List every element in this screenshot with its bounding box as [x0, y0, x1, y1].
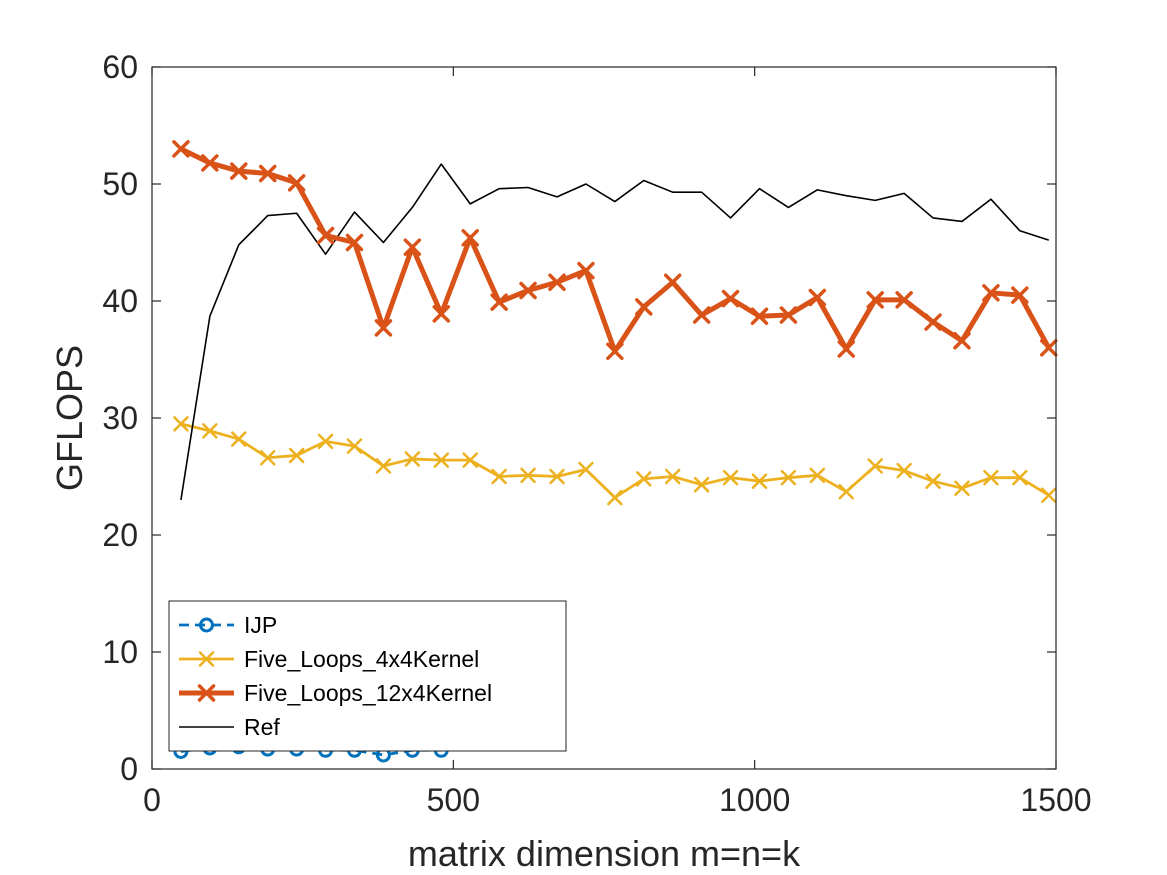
data-point	[346, 438, 363, 454]
data-point	[982, 284, 1000, 302]
data-point	[202, 423, 218, 439]
data-point	[693, 476, 710, 493]
data-point	[519, 281, 537, 300]
x-tick-label: 0	[143, 782, 161, 818]
data-point	[954, 480, 970, 496]
legend: IJP Five_Loops_4x4Kernel Five_Loops_12x4Ke…	[168, 600, 567, 752]
series-five-loops-12x4kernel	[172, 140, 1058, 361]
data-point	[721, 289, 740, 308]
data-point	[663, 273, 682, 292]
data-point	[548, 273, 566, 292]
y-tick-label: 20	[102, 517, 138, 553]
data-point	[1041, 487, 1057, 503]
data-point	[520, 467, 536, 484]
y-tick-label: 60	[102, 49, 138, 85]
data-point	[578, 461, 594, 478]
data-point	[925, 473, 941, 489]
data-point	[201, 154, 219, 172]
data-point	[866, 291, 884, 309]
data-point	[287, 174, 306, 192]
data-point	[1011, 286, 1029, 304]
legend-marker	[198, 651, 215, 667]
data-point	[1040, 339, 1058, 357]
data-point	[895, 291, 913, 309]
y-tick-label: 10	[102, 634, 138, 670]
y-axis: 0 10 20 30 40 50 60	[102, 49, 1056, 787]
data-point	[258, 164, 277, 183]
data-point	[345, 233, 364, 252]
data-point	[809, 467, 826, 484]
y-tick-label: 30	[102, 400, 138, 436]
data-point	[636, 471, 652, 487]
legend-marker	[197, 684, 216, 702]
data-point	[462, 452, 478, 468]
data-point	[896, 462, 912, 479]
data-point	[374, 319, 393, 337]
data-point	[490, 293, 508, 311]
data-point	[259, 450, 276, 466]
y-axis-label: GFLOPS	[49, 345, 90, 491]
data-point	[751, 473, 768, 489]
legend-item-ijp: IJP	[179, 612, 277, 638]
data-point	[808, 288, 827, 307]
data-point	[664, 468, 681, 485]
data-point	[288, 447, 305, 464]
data-point	[867, 458, 883, 474]
series-ref	[180, 163, 1050, 501]
data-point	[404, 451, 421, 467]
data-point	[549, 468, 565, 485]
data-point	[838, 483, 855, 500]
data-point	[577, 261, 595, 280]
legend-marker	[199, 617, 214, 633]
x-tick-label: 1500	[1020, 782, 1091, 818]
legend-label: Five_Loops_12x4Kernel	[244, 680, 492, 706]
x-tick-label: 500	[427, 782, 480, 818]
data-point	[231, 431, 247, 447]
data-point	[924, 313, 942, 331]
data-point	[750, 307, 769, 325]
x-axis: 0 500 1000 1500	[143, 67, 1092, 818]
data-point	[432, 305, 451, 323]
data-point	[779, 306, 798, 324]
data-point	[433, 452, 450, 468]
y-tick-label: 0	[120, 751, 138, 787]
data-point	[375, 458, 392, 474]
x-tick-label: 1000	[719, 782, 790, 818]
legend-item-ref: Ref	[179, 714, 280, 740]
data-point	[837, 340, 856, 358]
data-point	[606, 342, 624, 361]
series-line-ref	[180, 163, 1050, 501]
data-point	[692, 306, 711, 324]
data-point	[461, 229, 479, 247]
data-point	[635, 298, 653, 316]
legend-item-five-loops-12x4kernel: Five_Loops_12x4Kernel	[179, 680, 492, 706]
data-point	[172, 140, 190, 158]
data-point	[317, 433, 334, 450]
y-tick-label: 40	[102, 283, 138, 319]
data-point	[316, 226, 335, 245]
data-point	[722, 469, 739, 486]
legend-label: IJP	[244, 612, 277, 638]
data-point	[230, 162, 248, 180]
data-point	[983, 469, 999, 486]
data-point	[173, 416, 189, 432]
data-point	[491, 468, 507, 485]
x-axis-label: matrix dimension m=n=k	[408, 833, 801, 874]
data-point	[607, 489, 623, 506]
data-point	[1012, 469, 1028, 486]
data-point	[403, 238, 422, 256]
data-point	[953, 332, 971, 350]
legend-label: Five_Loops_4x4Kernel	[244, 646, 479, 672]
legend-item-five-loops-4x4kernel: Five_Loops_4x4Kernel	[179, 646, 479, 672]
series-five-loops-4x4kernel	[173, 416, 1057, 506]
legend-items: IJP Five_Loops_4x4Kernel Five_Loops_12x4Ke…	[179, 612, 492, 740]
legend-label: Ref	[244, 714, 280, 740]
legend-box	[168, 600, 567, 752]
data-point	[780, 469, 797, 486]
y-tick-label: 50	[102, 166, 138, 202]
